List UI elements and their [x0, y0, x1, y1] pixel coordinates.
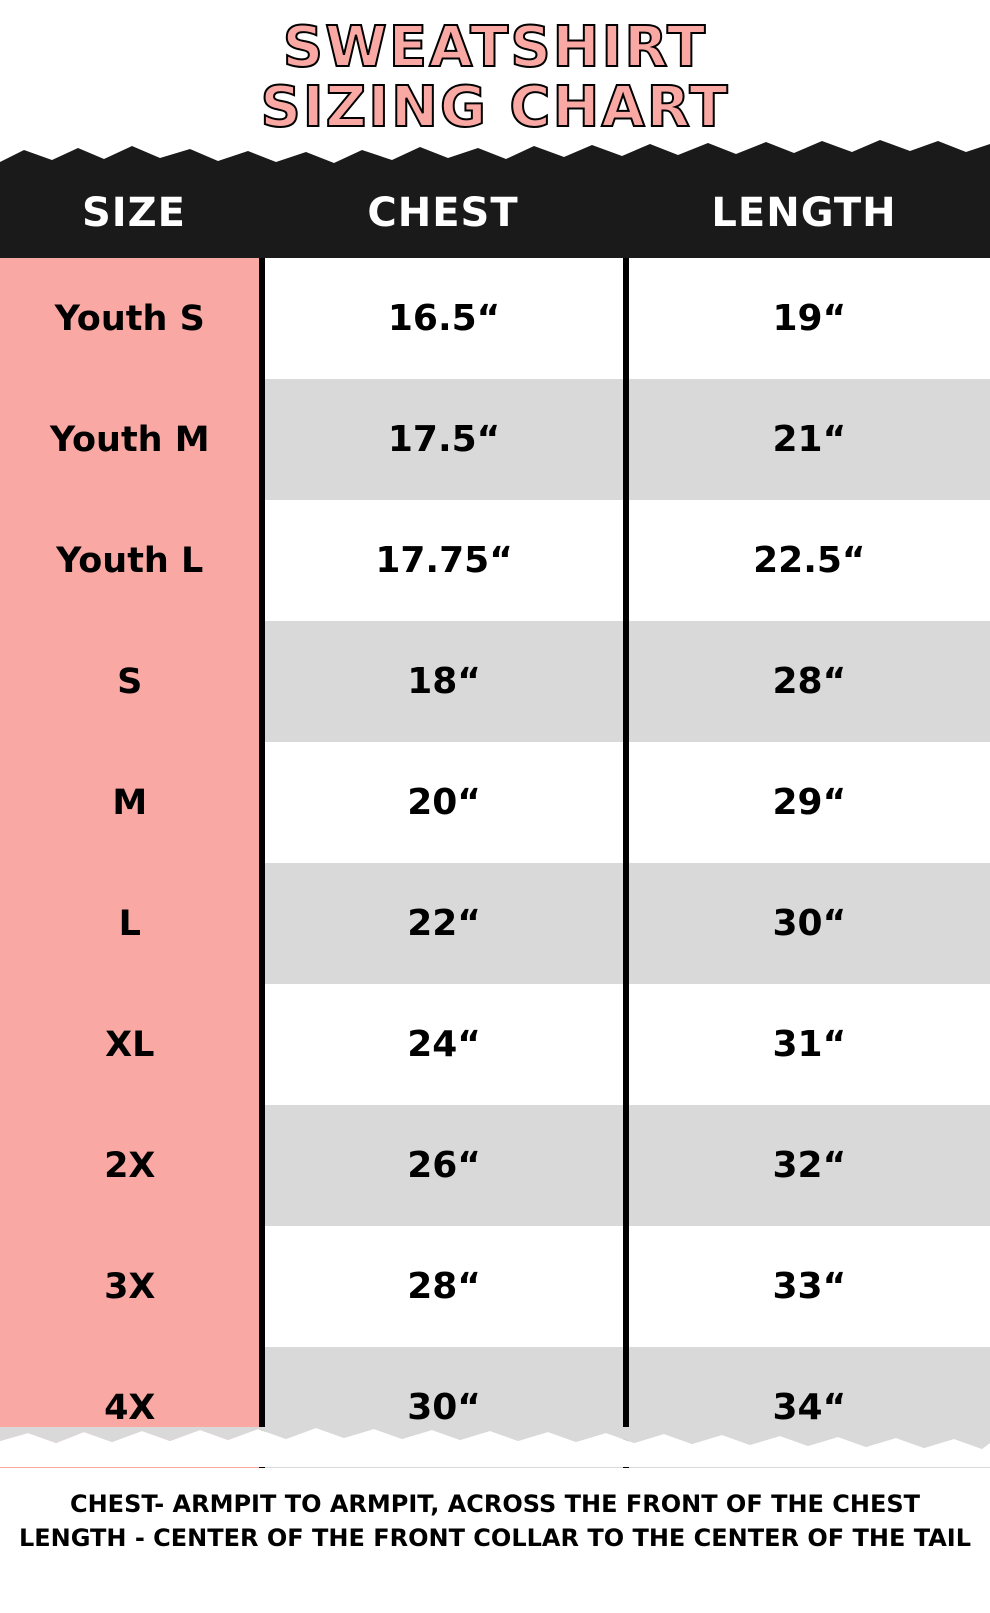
cell-chest: 28“ [265, 1226, 623, 1347]
table-row: S 18“ 28“ [0, 621, 990, 742]
column-divider [259, 1347, 266, 1468]
cell-chest: 17.75“ [265, 500, 623, 621]
column-divider [622, 1347, 629, 1468]
header-chest: CHEST [367, 190, 519, 236]
cell-length: 19“ [628, 258, 990, 379]
cell-size: S [0, 621, 260, 742]
table-row: 4X 30“ 34“ [0, 1347, 990, 1468]
column-divider [259, 742, 266, 863]
column-divider [622, 379, 629, 500]
cell-length: 28“ [628, 621, 990, 742]
cell-length: 32“ [628, 1105, 990, 1226]
header-size: SIZE [81, 190, 187, 236]
column-divider [259, 1105, 266, 1226]
footer-notes: CHEST- ARMPIT TO ARMPIT, ACROSS THE FRON… [0, 1487, 990, 1555]
column-divider [622, 1105, 629, 1226]
cell-chest: 20“ [265, 742, 623, 863]
title-line-1: SWEATSHIRT [282, 15, 708, 80]
column-divider [259, 621, 266, 742]
table-row: Youth M 17.5“ 21“ [0, 379, 990, 500]
column-divider [259, 863, 266, 984]
footer-note-length: LENGTH - CENTER OF THE FRONT COLLAR TO T… [18, 1524, 972, 1552]
column-divider [259, 500, 266, 621]
cell-size: Youth S [0, 258, 260, 379]
column-divider [259, 984, 266, 1105]
column-divider [622, 863, 629, 984]
cell-size: Youth L [0, 500, 260, 621]
cell-length: 33“ [628, 1226, 990, 1347]
table-row: M 20“ 29“ [0, 742, 990, 863]
cell-chest: 16.5“ [265, 258, 623, 379]
column-divider [259, 1226, 266, 1347]
column-divider [259, 379, 266, 500]
cell-chest: 18“ [265, 621, 623, 742]
column-divider [622, 742, 629, 863]
column-divider [622, 258, 629, 379]
column-divider [622, 500, 629, 621]
table-row: Youth L 17.75“ 22.5“ [0, 500, 990, 621]
footer-note-chest: CHEST- ARMPIT TO ARMPIT, ACROSS THE FRON… [69, 1490, 921, 1518]
cell-chest: 30“ [265, 1347, 623, 1468]
cell-chest: 17.5“ [265, 379, 623, 500]
table-row: Youth S 16.5“ 19“ [0, 258, 990, 379]
header-length: LENGTH [711, 190, 897, 236]
cell-length: 22.5“ [628, 500, 990, 621]
cell-size: 2X [0, 1105, 260, 1226]
cell-size: M [0, 742, 260, 863]
table-row: L 22“ 30“ [0, 863, 990, 984]
table-row: 2X 26“ 32“ [0, 1105, 990, 1226]
column-divider [622, 984, 629, 1105]
cell-length: 30“ [628, 863, 990, 984]
cell-length: 29“ [628, 742, 990, 863]
cell-size: Youth M [0, 379, 260, 500]
column-divider [622, 621, 629, 742]
cell-length: 34“ [628, 1347, 990, 1468]
cell-size: 3X [0, 1226, 260, 1347]
cell-size: L [0, 863, 260, 984]
header-band [0, 140, 990, 265]
title-line-2: SIZING CHART [259, 75, 730, 140]
sizing-table: Youth S 16.5“ 19“ Youth M 17.5“ 21“ Youth L 17.… [0, 258, 990, 1468]
column-divider [259, 258, 266, 379]
cell-length: 31“ [628, 984, 990, 1105]
table-row: XL 24“ 31“ [0, 984, 990, 1105]
column-divider [622, 1226, 629, 1347]
chart-title: SWEATSHIRT SIZING CHART [0, 0, 990, 148]
cell-chest: 22“ [265, 863, 623, 984]
cell-chest: 24“ [265, 984, 623, 1105]
cell-length: 21“ [628, 379, 990, 500]
table-row: 3X 28“ 33“ [0, 1226, 990, 1347]
cell-chest: 26“ [265, 1105, 623, 1226]
cell-size: XL [0, 984, 260, 1105]
cell-size: 4X [0, 1347, 260, 1468]
table-header-row: SIZE CHEST LENGTH [0, 168, 990, 258]
